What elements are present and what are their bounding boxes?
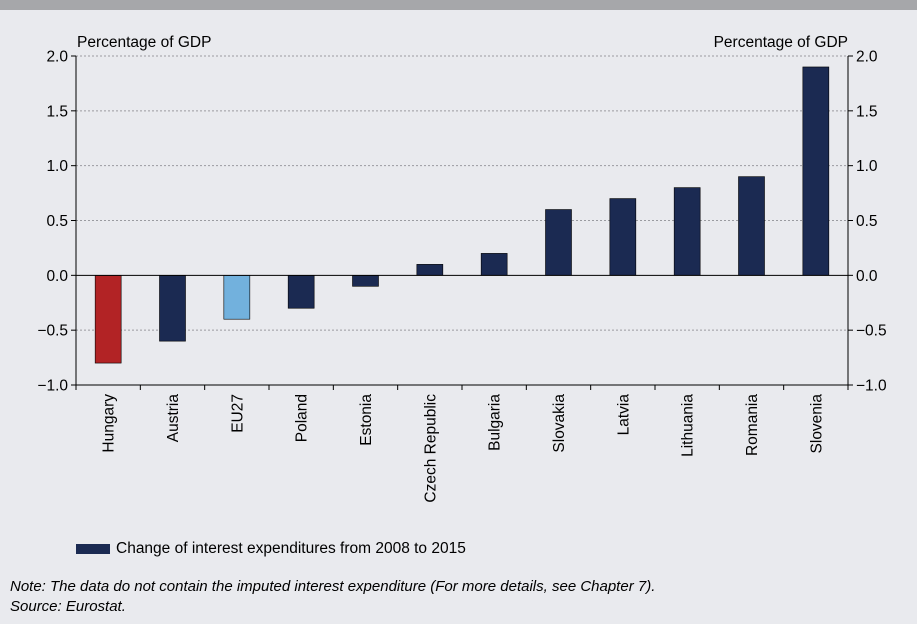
footnote: Note: The data do not contain the impute… — [10, 577, 655, 617]
bar-latvia — [609, 198, 637, 276]
bar-slovakia — [545, 209, 572, 276]
x-tick-label: Poland — [294, 394, 311, 442]
y-tick-label-right: 1.0 — [856, 158, 878, 175]
note-text: Note: The data do not contain the impute… — [10, 578, 656, 595]
bar-chart: 2.0 1.5 1.0 0.5 0.0 −0.5 −1.0 2.0 1.5 1.0 0.5 0.0 −… — [37, 34, 887, 503]
bar-slovenia — [802, 66, 830, 276]
y-tick-label-left: 1.0 — [46, 158, 68, 175]
bar-lithuania — [673, 187, 701, 276]
x-tick-label: Slovakia — [551, 394, 568, 453]
y-tick-label-right: −0.5 — [856, 323, 887, 340]
x-tick-label: Czech Republic — [422, 394, 439, 503]
y-tick-label-left: 0.0 — [46, 268, 68, 285]
bar-hungary — [94, 275, 122, 364]
bar-romania — [738, 176, 765, 276]
bars — [94, 66, 830, 364]
x-tick-label: Bulgaria — [487, 394, 504, 451]
source-text: Source: Eurostat. — [10, 598, 126, 615]
y-tick-label-right: 0.0 — [856, 268, 878, 285]
x-tick-label: Latvia — [615, 394, 632, 436]
x-tick-label: Romania — [744, 394, 761, 456]
legend: Change of interest expenditures from 200… — [76, 540, 466, 558]
x-tick-label: Lithuania — [680, 394, 697, 457]
bar-poland — [287, 275, 315, 309]
x-tick-label: EU27 — [229, 394, 246, 433]
y-tick-label-left: 1.5 — [46, 103, 68, 120]
top-band — [0, 0, 917, 10]
y-tick-label-left: −1.0 — [37, 378, 68, 395]
legend-swatch — [76, 544, 110, 554]
x-tick-label: Slovenia — [808, 394, 825, 454]
x-tick-label: Hungary — [101, 394, 118, 453]
y-ticks-right: 2.0 1.5 1.0 0.5 0.0 −0.5 −1.0 — [848, 49, 887, 395]
legend-label: Change of interest expenditures from 200… — [116, 540, 466, 557]
y-tick-label-right: 2.0 — [856, 49, 878, 66]
y-tick-label-left: 2.0 — [46, 49, 68, 66]
bar-austria — [159, 275, 186, 342]
y-tick-label-left: 0.5 — [46, 213, 68, 230]
y-tick-label-right: −1.0 — [856, 378, 887, 395]
y-tick-label-right: 1.5 — [856, 103, 878, 120]
bar-bulgaria — [480, 253, 508, 276]
y-ticks-left: 2.0 1.5 1.0 0.5 0.0 −0.5 −1.0 — [37, 49, 76, 395]
y-axis-label-left: Percentage of GDP — [77, 34, 211, 51]
x-tick-labels: Hungary Austria EU27 Poland Estonia Czech Rep… — [101, 394, 826, 503]
gridlines — [76, 55, 848, 331]
y-axis-label-right: Percentage of GDP — [714, 34, 848, 51]
axes — [75, 56, 849, 390]
bar-estonia — [352, 275, 379, 287]
x-tick-label: Austria — [165, 394, 182, 443]
bar-eu27 — [223, 275, 251, 320]
bar-czech-republic — [416, 264, 444, 276]
y-tick-label-right: 0.5 — [856, 213, 878, 230]
y-tick-label-left: −0.5 — [37, 323, 68, 340]
x-tick-label: Estonia — [358, 394, 375, 446]
